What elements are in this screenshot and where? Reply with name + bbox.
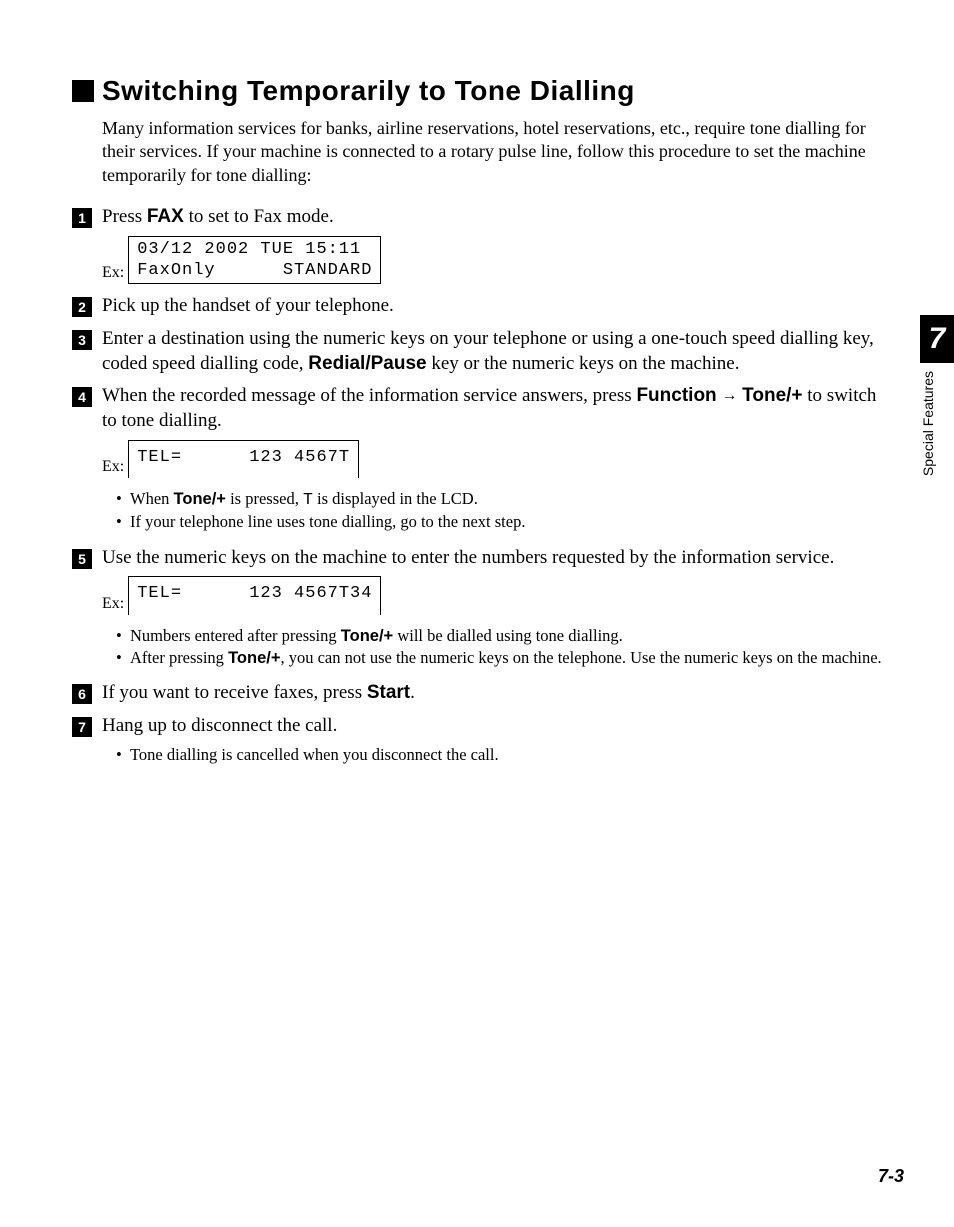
step-number: 7 [72, 717, 92, 737]
page-number: 7-3 [878, 1166, 904, 1187]
chapter-number: 7 [920, 315, 954, 363]
lcd-line: TEL= 123 4567T34 [137, 584, 372, 603]
example-2: Ex: TEL= 123 4567T [102, 440, 894, 478]
step-body: Hang up to disconnect the call. [102, 714, 894, 739]
step-7: 7 Hang up to disconnect the call. [72, 714, 894, 739]
chapter-tab: 7 Special Features [920, 315, 954, 476]
page: Switching Temporarily to Tone Dialling M… [0, 0, 954, 1227]
text: . [410, 682, 415, 703]
text: Tone dialling is cancelled when you disc… [130, 744, 499, 766]
text: If you want to receive faxes, press [102, 682, 367, 703]
step-number: 3 [72, 330, 92, 350]
bullet-dot: • [116, 647, 130, 669]
bullet-item: •Numbers entered after pressing Tone/+ w… [116, 625, 894, 647]
code-t: T [303, 490, 313, 509]
lcd-line: 03/12 2002 TUE 15:11 [137, 240, 361, 259]
example-label: Ex: [102, 595, 124, 615]
example-3: Ex: TEL= 123 4567T34 [102, 576, 894, 614]
text: Numbers entered after pressing Tone/+ wi… [130, 625, 623, 647]
step-body: When the recorded message of the informa… [102, 384, 894, 433]
text: After pressing Tone/+, you can not use t… [130, 647, 882, 669]
step-2: 2 Pick up the handset of your telephone. [72, 294, 894, 319]
text: Press [102, 206, 147, 227]
example-label: Ex: [102, 264, 124, 284]
bullet-item: •After pressing Tone/+, you can not use … [116, 647, 894, 669]
example-label: Ex: [102, 458, 124, 478]
text: key or the numeric keys on the machine. [427, 353, 740, 374]
step-5: 5 Use the numeric keys on the machine to… [72, 546, 894, 571]
bullet-dot: • [116, 625, 130, 647]
text: to set to Fax mode. [184, 206, 334, 227]
step-body: Press FAX to set to Fax mode. [102, 205, 894, 230]
tone-key: Tone/+ [341, 627, 393, 645]
bullet-dot: • [116, 488, 130, 511]
step-6: 6 If you want to receive faxes, press St… [72, 681, 894, 706]
bullet-dot: • [116, 744, 130, 766]
step-number: 5 [72, 549, 92, 569]
lcd-line: TEL= 123 4567T [137, 448, 350, 467]
bullet-dot: • [116, 511, 130, 533]
text: When Tone/+ is pressed, T is displayed i… [130, 488, 478, 511]
bullet-item: •When Tone/+ is pressed, T is displayed … [116, 488, 894, 511]
chapter-label: Special Features [920, 371, 954, 476]
text: When the recorded message of the informa… [102, 385, 636, 406]
tone-key: Tone/+ [174, 490, 226, 508]
lcd-display: TEL= 123 4567T34 [128, 576, 381, 614]
step-3: 3 Enter a destination using the numeric … [72, 327, 894, 376]
step-number: 6 [72, 684, 92, 704]
step-4-bullets: •When Tone/+ is pressed, T is displayed … [116, 488, 894, 534]
bullet-item: •Tone dialling is cancelled when you dis… [116, 744, 894, 766]
example-1: Ex: 03/12 2002 TUE 15:11 FaxOnly STANDAR… [102, 236, 894, 285]
step-1: 1 Press FAX to set to Fax mode. [72, 205, 894, 230]
tone-key: Tone/+ [742, 385, 802, 406]
intro-paragraph: Many information services for banks, air… [102, 117, 894, 187]
bullet-item: •If your telephone line uses tone dialli… [116, 511, 894, 533]
lcd-display: TEL= 123 4567T [128, 440, 359, 478]
step-body: Pick up the handset of your telephone. [102, 294, 894, 319]
step-number: 1 [72, 208, 92, 228]
step-number: 4 [72, 387, 92, 407]
start-key: Start [367, 682, 410, 703]
text: If your telephone line uses tone diallin… [130, 511, 525, 533]
function-key: Function [636, 385, 716, 406]
step-body: Enter a destination using the numeric ke… [102, 327, 894, 376]
heading-row: Switching Temporarily to Tone Dialling [72, 75, 894, 107]
step-body: Use the numeric keys on the machine to e… [102, 546, 894, 571]
heading-bullet-square [72, 80, 94, 102]
heading-text: Switching Temporarily to Tone Dialling [102, 75, 635, 107]
step-4: 4 When the recorded message of the infor… [72, 384, 894, 433]
lcd-line: FaxOnly STANDARD [137, 261, 372, 280]
fax-key: FAX [147, 206, 184, 227]
step-7-bullets: •Tone dialling is cancelled when you dis… [116, 744, 894, 766]
step-5-bullets: •Numbers entered after pressing Tone/+ w… [116, 625, 894, 670]
arrow-icon: → [721, 388, 737, 405]
step-number: 2 [72, 297, 92, 317]
step-body: If you want to receive faxes, press Star… [102, 681, 894, 706]
lcd-display: 03/12 2002 TUE 15:11 FaxOnly STANDARD [128, 236, 381, 285]
redial-pause-key: Redial/Pause [308, 353, 426, 374]
tone-key: Tone/+ [228, 649, 280, 667]
